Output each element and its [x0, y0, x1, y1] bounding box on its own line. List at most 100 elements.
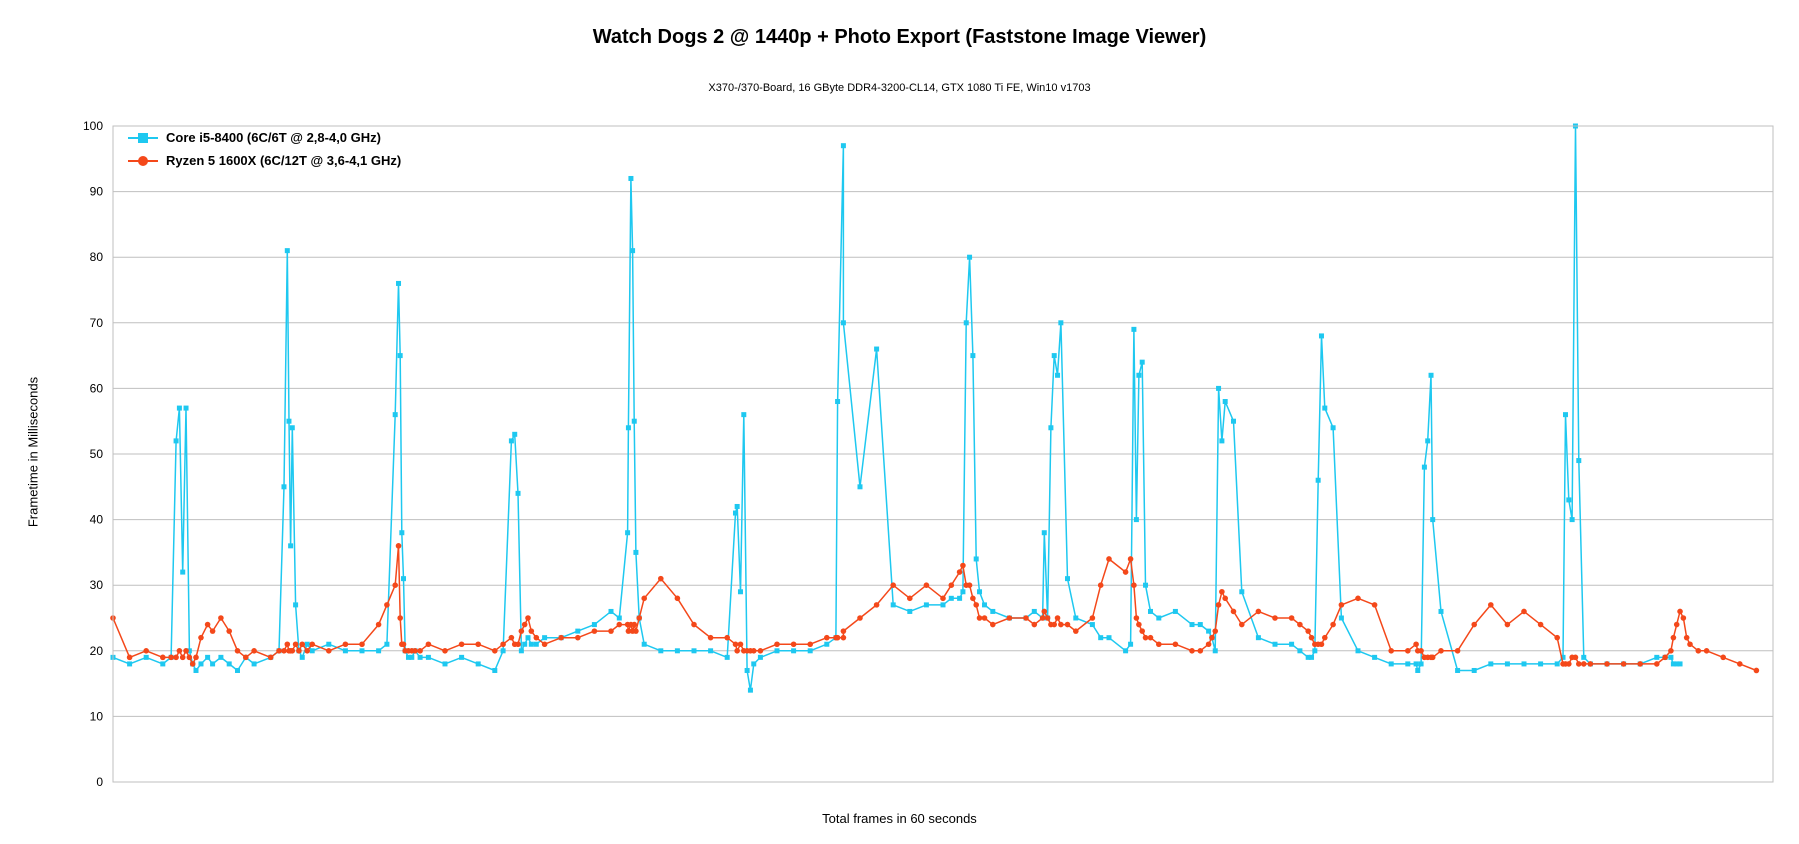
data-point — [395, 543, 402, 549]
data-point — [625, 628, 632, 634]
data-point — [1572, 654, 1579, 661]
data-point — [840, 320, 846, 326]
data-point — [990, 608, 996, 614]
data-point — [1051, 621, 1058, 628]
data-point — [405, 654, 411, 660]
series-line — [112, 125, 1680, 691]
data-point — [1156, 641, 1162, 648]
data-point — [790, 641, 797, 648]
data-point — [1674, 661, 1680, 667]
data-point — [890, 602, 896, 608]
data-point — [384, 641, 390, 647]
data-point — [179, 654, 186, 661]
data-point — [522, 641, 528, 647]
data-point — [417, 654, 423, 660]
data-point — [824, 641, 830, 647]
data-point — [923, 602, 929, 608]
data-point — [1566, 661, 1572, 667]
data-point — [281, 484, 287, 490]
data-point — [1197, 648, 1204, 654]
data-point — [1122, 569, 1129, 575]
data-point — [293, 602, 299, 608]
data-point — [857, 615, 863, 621]
data-point — [1189, 648, 1195, 654]
data-point — [1089, 622, 1095, 628]
data-point — [1127, 556, 1134, 562]
data-point — [1576, 458, 1582, 464]
data-point — [475, 661, 481, 667]
data-point — [205, 654, 211, 660]
data-point — [173, 654, 179, 661]
data-point — [1172, 608, 1178, 614]
data-point — [1654, 654, 1660, 660]
data-point — [737, 589, 743, 595]
data-point — [807, 648, 813, 654]
y-tick-label: 70 — [90, 316, 104, 330]
data-point — [1554, 634, 1560, 641]
data-point — [1421, 464, 1427, 470]
data-point — [1098, 635, 1104, 641]
data-point — [1231, 418, 1236, 424]
data-point — [1308, 634, 1315, 641]
data-point — [707, 634, 714, 641]
y-tick-label: 20 — [90, 644, 104, 658]
data-point — [1677, 661, 1683, 667]
data-point — [326, 641, 332, 647]
data-point — [127, 661, 133, 667]
data-point — [189, 661, 196, 667]
data-point — [940, 595, 946, 602]
data-point — [1355, 595, 1361, 602]
data-point — [1538, 661, 1544, 667]
data-point — [948, 595, 954, 601]
data-point — [1297, 621, 1303, 628]
data-point — [180, 569, 186, 575]
data-point — [1695, 648, 1702, 654]
y-tick-labels: 0 10 20 30 40 50 60 70 80 90 100 — [83, 119, 103, 789]
data-point — [518, 628, 525, 634]
data-point — [1136, 372, 1142, 378]
data-point — [143, 648, 149, 654]
data-point — [396, 280, 402, 286]
data-point — [1488, 661, 1494, 667]
y-tick-label: 100 — [83, 119, 103, 133]
data-point — [309, 648, 315, 654]
data-point — [625, 425, 631, 431]
data-point — [492, 648, 498, 654]
data-point — [296, 648, 302, 654]
data-point — [533, 641, 539, 647]
data-point — [973, 602, 979, 608]
data-point — [235, 667, 240, 673]
data-point — [628, 175, 634, 181]
data-point — [1521, 661, 1527, 667]
data-point — [1569, 517, 1575, 523]
data-point — [508, 438, 514, 444]
data-point — [475, 641, 482, 648]
data-point — [747, 687, 753, 693]
data-point — [1575, 661, 1582, 667]
data-point — [168, 654, 174, 661]
data-point — [1133, 517, 1139, 523]
data-point — [1720, 654, 1726, 661]
data-point — [1418, 648, 1424, 654]
data-point — [1106, 635, 1112, 641]
data-point — [1454, 648, 1461, 654]
data-point — [267, 654, 274, 661]
data-point — [1566, 497, 1572, 503]
data-point — [384, 602, 390, 608]
data-point — [757, 648, 764, 654]
data-point — [1471, 667, 1477, 673]
data-point — [1289, 641, 1295, 647]
data-point — [1065, 576, 1070, 582]
data-point — [160, 654, 166, 661]
data-point — [1305, 654, 1311, 660]
data-point — [734, 648, 740, 654]
data-point — [1189, 622, 1195, 628]
data-point — [633, 549, 639, 555]
data-point — [425, 641, 432, 648]
data-point — [1388, 661, 1394, 667]
data-point — [1058, 320, 1064, 326]
data-point — [732, 641, 739, 648]
legend-label-ryzen: Ryzen 5 1600X (6C/12T @ 3,6-4,1 GHz) — [166, 153, 402, 168]
data-point — [401, 576, 406, 582]
data-point — [1687, 641, 1693, 648]
